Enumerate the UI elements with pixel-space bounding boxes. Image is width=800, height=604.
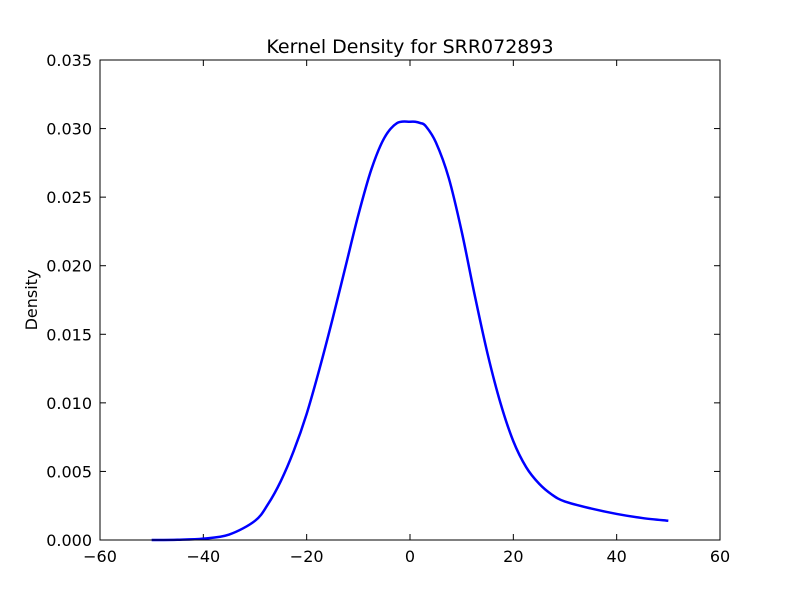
y-tick-label: 0.005 xyxy=(46,462,92,481)
x-tick-label: −20 xyxy=(290,547,324,566)
x-tick-label: 40 xyxy=(606,547,626,566)
density-line xyxy=(151,120,669,542)
y-tick-label: 0.020 xyxy=(46,257,92,276)
y-tick-label: 0.015 xyxy=(46,325,92,344)
plot-frame xyxy=(99,59,721,541)
y-axis-label: Density xyxy=(22,270,41,331)
y-tick-label: 0.030 xyxy=(46,120,92,139)
y-tick-label: 0.010 xyxy=(46,394,92,413)
chart-title: Kernel Density for SRR072893 xyxy=(266,36,553,58)
y-tick-label: 0.025 xyxy=(46,188,92,207)
x-tick-label: 0 xyxy=(405,547,415,566)
x-tick-label: −60 xyxy=(83,547,117,566)
x-axis-ticks: −60 −40 −20 0 20 40 60 xyxy=(83,60,730,566)
series-layer xyxy=(151,120,669,542)
x-tick-label: −40 xyxy=(186,547,220,566)
x-tick-label: 60 xyxy=(710,547,730,566)
y-axis-ticks: 0.000 0.005 0.010 0.015 0.020 0.025 0.030 0.035 xyxy=(46,51,720,550)
y-tick-label: 0.035 xyxy=(46,51,92,70)
y-tick-label: 0.000 xyxy=(46,531,92,550)
x-tick-label: 20 xyxy=(503,547,523,566)
